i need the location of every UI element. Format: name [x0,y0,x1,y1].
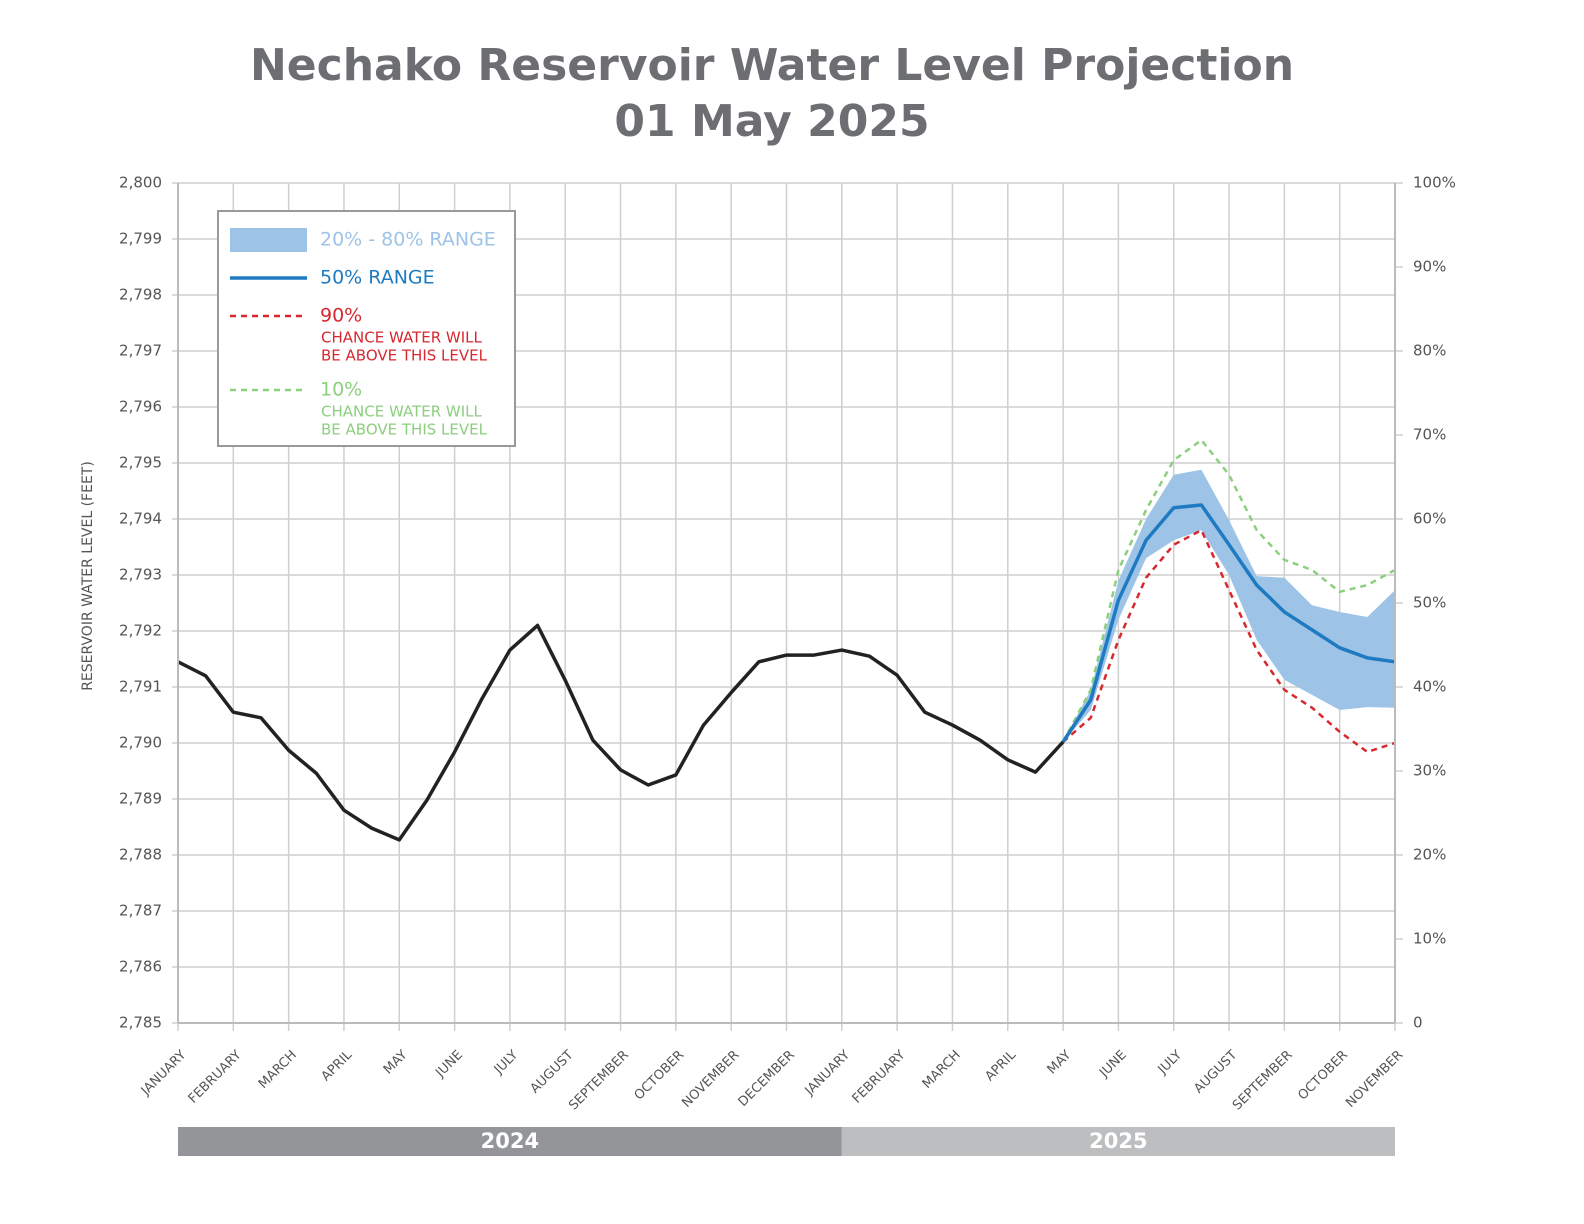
y2-tick-label: 60% [1413,510,1446,528]
y-tick-label: 2,798 [119,286,162,304]
x-tick-label: SEPTEMBER [566,1048,632,1114]
legend-note: BE ABOVE THIS LEVEL [321,421,488,439]
x-tick-label: JUNE [1096,1048,1129,1081]
x-tick-label: JUNE [432,1048,465,1081]
y2-tick-label: 40% [1413,678,1446,696]
year-label: 2024 [481,1129,539,1153]
legend-label: 20% - 80% RANGE [320,229,496,251]
series-line [1061,503,1396,743]
y-tick-label: 2,799 [119,230,162,248]
x-tick-label: JULY [491,1048,521,1078]
y-tick-label: 2,787 [119,902,162,920]
x-tick-label: AUGUST [528,1048,577,1097]
x-tick-label: FEBRUARY [186,1048,245,1107]
chart-subtitle: 01 May 2025 [614,96,929,147]
x-tick-label: JULY [1155,1048,1185,1078]
x-tick-label: NOVEMBER [1343,1048,1406,1111]
y2-tick-label: 100% [1413,174,1456,192]
y2-tick-label: 0 [1413,1014,1423,1032]
year-label: 2025 [1089,1129,1147,1153]
y-tick-label: 2,791 [119,678,162,696]
y-tick-label: 2,788 [119,846,162,864]
x-tick-label: APRIL [982,1047,1019,1084]
legend-note: CHANCE WATER WILL [321,329,483,347]
y-tick-label: 2,795 [119,454,162,472]
x-tick-label: MARCH [920,1048,964,1092]
year-band [178,1127,842,1156]
x-tick-label: OCTOBER [632,1048,688,1104]
y2-tick-label: 80% [1413,342,1446,360]
series-line [1062,528,1396,754]
y-tick-label: 2,786 [119,958,162,976]
legend-note: BE ABOVE THIS LEVEL [321,347,488,365]
legend: 20% - 80% RANGE 50% RANGE 90% CHANCE WATER … [217,210,516,447]
y-tick-label: 2,789 [119,790,162,808]
y-tick-label: 2,790 [119,734,162,752]
x-tick-label: MAY [381,1048,411,1078]
x-tick-label: SEPTEMBER [1230,1048,1296,1114]
legend-label: 10% [320,379,362,401]
legend-swatch [230,228,307,252]
x-tick-label: MAY [1045,1048,1075,1078]
x-tick-label: AUGUST [1191,1048,1240,1097]
y-tick-label: 2,794 [119,510,162,528]
y-tick-label: 2,792 [119,622,162,640]
y-tick-label: 2,797 [119,342,162,360]
year-band [841,1127,1395,1156]
x-tick-label: DECEMBER [736,1048,798,1110]
x-tick-label: OCTOBER [1295,1048,1351,1104]
x-tick-label: JANUARY [802,1048,854,1100]
y-tick-label: 2,785 [119,1014,162,1032]
y2-tick-label: 30% [1413,762,1446,780]
y-tick-label: 2,796 [119,398,162,416]
y2-tick-label: 10% [1413,930,1446,948]
x-tick-label: JANUARY [138,1048,190,1100]
legend-label: 50% RANGE [320,267,435,289]
x-tick-label: APRIL [319,1047,356,1084]
y-tick-label: 2,800 [119,174,162,192]
y2-tick-label: 70% [1413,426,1446,444]
y2-tick-label: 50% [1413,594,1446,612]
x-tick-label: FEBRUARY [850,1048,909,1107]
series-line [177,623,1065,842]
y-tick-label: 2,793 [119,566,162,584]
y-axis-label: RESERVOIR WATER LEVEL (FEET) [80,461,96,691]
series-line [1061,438,1396,743]
x-tick-label: MARCH [256,1048,300,1092]
chart-title: Nechako Reservoir Water Level Projection [250,40,1294,91]
x-tick-label: NOVEMBER [679,1048,742,1111]
legend-label: 90% [320,305,362,327]
y2-tick-label: 20% [1413,846,1446,864]
legend-note: CHANCE WATER WILL [321,403,483,421]
y2-tick-label: 90% [1413,258,1446,276]
